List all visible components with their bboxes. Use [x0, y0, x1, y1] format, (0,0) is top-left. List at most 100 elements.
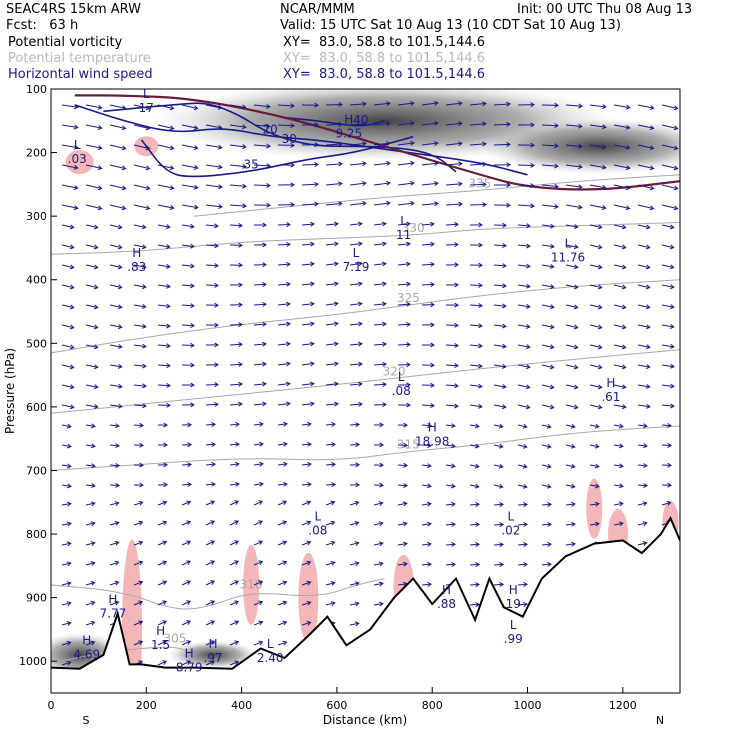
valid-time: Valid: 15 UTC Sat 10 Aug 13 (10 CDT Sat … — [280, 18, 621, 33]
wind-vector — [421, 223, 434, 226]
wind-vector-head — [478, 303, 483, 309]
wind-vector-head — [406, 301, 411, 307]
wind-vector — [85, 304, 98, 309]
wind-vector-head — [310, 401, 315, 407]
extremum-value: 7.77 — [100, 606, 127, 620]
wind-vector — [421, 563, 431, 566]
wind-vector-head — [451, 501, 456, 507]
wind-vector — [349, 562, 359, 566]
wind-vector-head — [669, 343, 675, 349]
wind-vector-head — [379, 482, 384, 488]
wind-vector — [637, 184, 654, 190]
wind-vector-head — [547, 521, 552, 527]
wind-vector-head — [114, 540, 120, 546]
wind-vector-head — [214, 282, 219, 288]
wind-vector — [277, 641, 287, 646]
wind-vector-head — [283, 481, 288, 487]
wind-vector — [661, 264, 674, 268]
wind-vector — [181, 264, 194, 267]
wind-vector — [445, 543, 456, 546]
wind-vector-head — [454, 242, 459, 248]
wind-vector — [589, 444, 599, 448]
wind-vector-head — [546, 463, 552, 469]
wind-vector-head — [354, 601, 360, 607]
wind-vector-head — [354, 581, 360, 587]
wind-vector — [541, 404, 554, 409]
wind-vector-head — [93, 384, 99, 390]
extremum-L: L.08 — [392, 370, 411, 398]
wind-vector-head — [670, 363, 675, 369]
wind-vector — [637, 144, 654, 149]
extremum-type: H — [156, 624, 165, 638]
wind-vector-head — [166, 402, 171, 408]
wind-vector — [469, 384, 482, 388]
wind-vector — [133, 364, 146, 367]
wind-vector — [469, 404, 482, 408]
wind-vector-head — [91, 423, 96, 429]
theta-contour-label: 330 — [402, 221, 425, 235]
wind-vector — [565, 444, 575, 448]
wind-vector — [373, 122, 390, 126]
wind-vector — [205, 463, 216, 466]
wind-vector-head — [141, 264, 147, 270]
wind-vector-head — [573, 404, 579, 410]
wind-vector — [325, 123, 343, 126]
wind-vector — [517, 503, 528, 506]
wind-vector-head — [259, 461, 264, 467]
wind-vector — [493, 264, 507, 267]
wind-vector — [109, 522, 119, 526]
wind-vector — [85, 284, 98, 289]
wind-vector-head — [186, 600, 192, 605]
wind-vector-head — [410, 100, 415, 106]
wind-vector-head — [475, 502, 480, 508]
wind-vector-head — [501, 363, 507, 369]
wind-vector-head — [523, 601, 528, 607]
wind-vector — [133, 244, 146, 248]
wind-vector — [517, 583, 528, 586]
wind-vector-head — [141, 304, 147, 309]
wind-vector — [157, 501, 167, 506]
wind-vector — [61, 384, 74, 388]
wind-speed-contour-30 — [103, 102, 457, 173]
wind-vector-head — [523, 581, 528, 587]
wind-vector-head — [66, 660, 72, 666]
wind-vector-head — [618, 501, 624, 507]
wind-vector-head — [526, 283, 531, 289]
wind-speed-contour-20 — [74, 104, 528, 176]
wind-vector — [157, 640, 167, 646]
wind-vector-head — [355, 462, 360, 468]
wind-vector — [61, 641, 71, 646]
wind-vector — [109, 164, 126, 170]
wind-vector-head — [357, 241, 363, 247]
wind-vector-head — [242, 144, 247, 150]
wind-vector-head — [285, 401, 291, 407]
wind-vector-head — [577, 204, 583, 210]
wind-vector-head — [114, 580, 120, 586]
wind-vector-head — [406, 321, 411, 327]
wind-vector-head — [162, 580, 168, 586]
wind-vector-head — [258, 640, 264, 646]
wind-vector — [517, 304, 530, 308]
x-tick-label: 200 — [136, 699, 157, 712]
extremum-type: H — [185, 646, 194, 660]
wind-vector — [565, 384, 578, 389]
init-time: Init: 00 UTC Thu 08 Aug 13 — [517, 2, 693, 17]
wind-vector-head — [597, 324, 603, 330]
wind-vector-head — [673, 105, 679, 111]
wind-vector-head — [451, 443, 456, 449]
wind-vector-head — [138, 500, 144, 506]
wind-speed-contour-label: 35 — [243, 158, 258, 172]
theta-contour-310 — [51, 578, 385, 610]
wind-vector-head — [169, 105, 175, 111]
wind-vector — [229, 204, 247, 207]
wind-vector — [517, 404, 530, 409]
wind-vector — [541, 164, 558, 167]
wind-vector — [469, 523, 480, 526]
wind-vector-head — [162, 560, 168, 566]
wind-vector-head — [187, 462, 192, 468]
wind-vector — [205, 384, 219, 386]
wind-vector — [517, 184, 535, 187]
wind-vector — [181, 124, 198, 129]
wind-vector-head — [117, 363, 123, 369]
wind-vector-head — [266, 182, 271, 188]
